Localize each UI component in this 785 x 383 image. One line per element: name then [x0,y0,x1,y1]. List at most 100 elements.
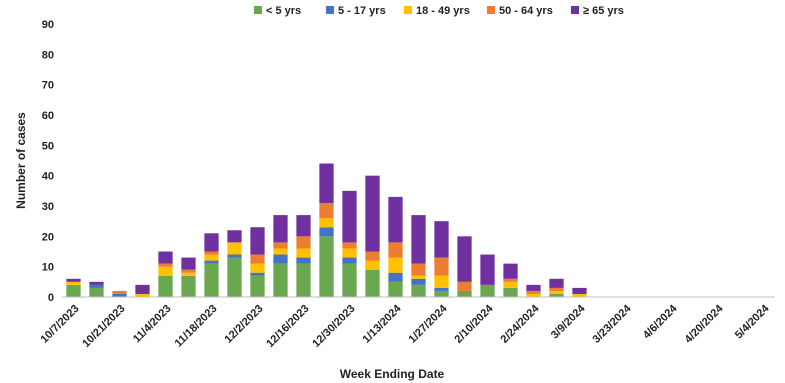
bar-segment [549,287,564,291]
bar-segment [181,275,196,297]
bar-segment [526,290,541,294]
x-tick-label: 11/4/2023 [131,303,174,346]
bar-segment [411,284,426,297]
bar-segment [319,236,334,297]
legend-swatch [254,6,262,14]
bar-segment [296,236,311,249]
y-tick-label: 30 [42,201,54,213]
bar-segment [365,260,380,270]
x-tick-label: 2/10/2024 [453,302,497,346]
bar-segment [549,290,564,294]
bar-segment [227,254,242,258]
y-tick-label: 10 [42,262,54,274]
legend-label: < 5 yrs [266,5,301,17]
bar-segment [135,293,150,297]
bar-segment [388,257,403,273]
bar-segment [434,290,449,297]
bar-segment [388,281,403,297]
bar-segment [273,254,288,264]
bar-segment [365,175,380,252]
bar-segment [503,287,518,297]
bars [66,163,587,297]
bar-segment [273,242,288,249]
x-tick-label: 4/6/2024 [641,302,680,341]
legend-label: 5 - 17 yrs [338,5,386,17]
bar-segment [319,218,334,228]
bar-segment [342,248,357,258]
bar-segment [411,275,426,279]
bar-segment [572,293,587,297]
bar-segment [434,221,449,258]
legend: < 5 yrs 5 - 17 yrs 18 - 49 yrs 50 - 64 yrs ≥… [254,5,624,17]
bar-segment [181,269,196,273]
y-tick-label: 90 [42,19,54,31]
legend-label: ≥ 65 yrs [583,5,624,17]
y-tick-label: 20 [42,231,54,243]
bar-segment [411,215,426,264]
x-tick-label: 12/30/2023 [310,303,357,350]
bar-segment [296,215,311,237]
bar-segment [204,233,219,252]
x-tick-label: 12/16/2023 [264,303,311,350]
bar-segment [158,263,173,267]
bar-segment [227,242,242,255]
bar-segment [549,293,564,297]
bar-segment [250,272,265,276]
x-tick-label: 11/18/2023 [173,303,220,350]
bar-segment [158,251,173,264]
bar-segment [204,251,219,255]
bar-segment [434,257,449,276]
bar-segment [250,227,265,255]
bar-segment [526,284,541,291]
x-tick-label: 1/13/2024 [361,302,405,346]
x-tick-label: 10/7/2023 [39,303,82,346]
bar-segment [273,215,288,243]
legend-swatch [404,6,412,14]
x-tick-label: 3/23/2024 [591,302,635,346]
y-tick-label: 40 [42,171,54,183]
y-axis-title: Number of cases [14,112,28,209]
bar-segment [342,190,357,243]
bar-segment [158,266,173,276]
x-tick-label: 1/27/2024 [407,302,451,346]
bar-segment [158,275,173,297]
x-tick-label: 5/4/2024 [733,302,772,341]
bar-segment [89,284,104,288]
x-tick-label: 2/24/2024 [499,302,543,346]
bar-segment [457,236,472,282]
bar-segment [411,263,426,276]
bar-segment [503,263,518,279]
bar-segment [434,287,449,291]
bar-segment [135,284,150,294]
bar-segment [388,272,403,282]
bar-segment [549,278,564,288]
bar-segment [526,293,541,297]
y-tick-label: 60 [42,110,54,122]
y-tick-label: 50 [42,140,54,152]
bar-segment [319,227,334,237]
legend-label: 18 - 49 yrs [416,5,470,17]
x-tick-label: 10/21/2023 [80,303,127,350]
bar-segment [250,275,265,297]
bar-segment [227,257,242,297]
legend-swatch [571,6,579,14]
x-tick-label: 12/2/2023 [223,303,266,346]
bar-segment [204,260,219,264]
bar-segment [457,281,472,291]
bar-segment [250,263,265,273]
bar-segment [89,281,104,285]
bar-segment [273,263,288,297]
bar-segment [296,248,311,258]
bar-segment [66,284,81,297]
bar-segment [411,278,426,285]
bar-segment [572,287,587,294]
y-tick-label: 70 [42,80,54,92]
bar-segment [342,242,357,249]
x-tick-label: 3/9/2024 [549,302,588,341]
bar-segment [342,263,357,297]
bar-segment [66,278,81,282]
bar-segment [365,269,380,297]
bar-segment [388,242,403,258]
bar-segment [181,257,196,270]
